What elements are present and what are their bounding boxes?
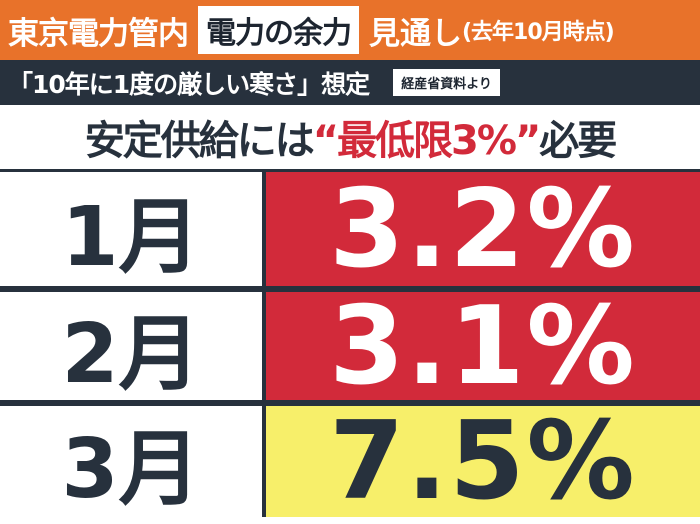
source: 経産省資料より xyxy=(393,69,500,96)
headline: 安定供給には “最低限3%” 必要 xyxy=(0,105,700,169)
title: 見通し xyxy=(369,15,462,52)
note: (去年10月時点) xyxy=(462,20,615,45)
headline-after: 必要 xyxy=(539,118,617,164)
reserve: 3.2% xyxy=(266,167,700,292)
header: 東京電力管内 電力の余力 見通し (去年10月時点) xyxy=(0,0,700,60)
assumption: 「10年に1度の厳しい寒さ」想定 xyxy=(8,69,370,99)
month: 2月 xyxy=(0,292,262,402)
reserve: 7.5% xyxy=(266,399,700,524)
headline-before: 安定供給には xyxy=(84,118,315,164)
month: 3月 xyxy=(0,406,262,517)
area: 東京電力管内 xyxy=(8,15,189,52)
reserve: 3.1% xyxy=(266,284,700,409)
headline-emphasis: “最低限3%” xyxy=(312,118,541,164)
month: 1月 xyxy=(0,172,262,286)
table-row: 3月 7.5% xyxy=(0,399,700,524)
table-row: 1月 3.2% xyxy=(0,167,700,292)
badge: 電力の余力 xyxy=(198,6,359,54)
table-row: 2月 3.1% xyxy=(0,284,700,409)
subheader: 「10年に1度の厳しい寒さ」想定 経産省資料より xyxy=(0,60,700,105)
